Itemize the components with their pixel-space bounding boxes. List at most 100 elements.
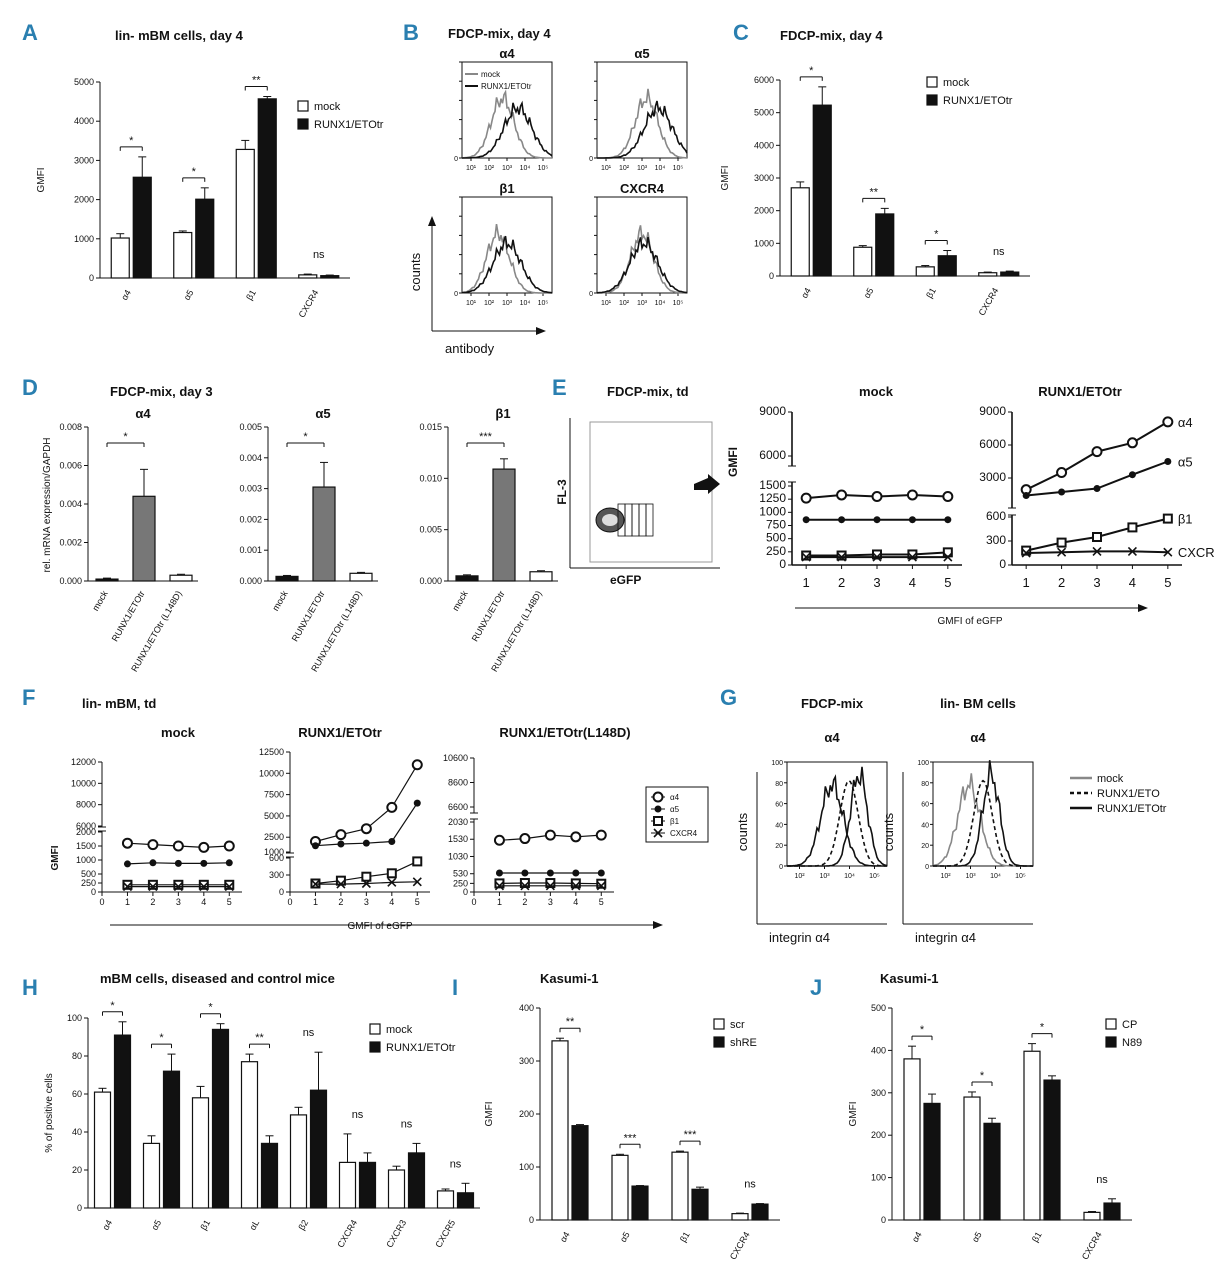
subplot-title-B: α4 — [499, 46, 515, 61]
legend-label-B: RUNX1/ETOtr — [481, 82, 532, 91]
histogram-runx-B — [461, 235, 553, 294]
point-alpha5-F — [546, 869, 554, 877]
histogram-mock-B — [597, 88, 688, 159]
y-tick-label-E: 1500 — [759, 478, 786, 492]
legend-label-C: RUNX1/ETOtr — [943, 95, 1013, 107]
subplot-title-E: RUNX1/ETOtr — [1038, 384, 1122, 399]
x-tick-label-F: 5 — [599, 897, 604, 907]
x-tick-label-B: 10¹ — [601, 300, 612, 307]
x-tick-label-H: β1 — [198, 1218, 212, 1232]
y-tick-label-E: 0 — [779, 557, 786, 571]
histogram-frame-B — [461, 61, 553, 159]
y-tick-label-D: 0.002 — [239, 514, 262, 524]
bar-A — [235, 148, 255, 279]
y-tick-label-I: 0 — [529, 1215, 534, 1225]
y-tick-label-F: 12000 — [71, 757, 96, 767]
significance-J: * — [920, 1024, 925, 1036]
y-tick-label-E: 6000 — [759, 448, 786, 462]
bar-D — [312, 486, 336, 582]
point-beta1-E — [1092, 532, 1102, 542]
y-tick-label-J: 100 — [871, 1173, 886, 1183]
point-beta1-F — [570, 878, 581, 889]
legend-swatch-J — [1105, 1018, 1117, 1030]
x-tick-label-I: β1 — [678, 1230, 692, 1244]
x-tick-label-B: 10³ — [502, 300, 513, 307]
bar-I — [751, 1203, 769, 1221]
point-alpha4-F — [595, 829, 607, 841]
y-tick-label-E: 9000 — [979, 404, 1006, 418]
legend-label-A: mock — [314, 101, 341, 113]
significance-A: * — [129, 135, 134, 147]
point-beta1-F — [173, 879, 184, 890]
point-alpha5-E — [838, 516, 846, 524]
x-tick-label-E: 5 — [1164, 575, 1171, 590]
point-alpha4-F — [335, 829, 347, 841]
x-tick-label-B: 10¹ — [601, 165, 612, 172]
x-tick-label-E: 1 — [1023, 575, 1030, 590]
point-beta1-F — [519, 878, 530, 889]
point-beta1-E — [1021, 545, 1032, 556]
legend-swatch-A — [297, 100, 309, 112]
x-tick-label-J: CXCR4 — [1080, 1230, 1104, 1261]
point-beta1-F — [122, 879, 133, 890]
legend-label-H: RUNX1/ETOtr — [386, 1042, 456, 1054]
bar-D — [455, 575, 479, 582]
y-tick-label-F: 250 — [81, 878, 96, 888]
legend-label-F: CXCR4 — [670, 829, 698, 838]
legend-label-F: β1 — [670, 817, 680, 826]
x-tick-label-B: 10⁵ — [673, 300, 684, 307]
axis-break-F — [470, 813, 478, 819]
bar-A — [132, 176, 152, 279]
point-alpha5-E — [1128, 471, 1136, 479]
x-axis-label-G: integrin α4 — [915, 930, 976, 945]
x-tick-label-H: β2 — [296, 1218, 310, 1232]
x-tick-label-B: 10⁵ — [538, 165, 549, 172]
bar-A — [110, 237, 130, 279]
bar-H — [309, 1089, 328, 1209]
bar-H — [162, 1070, 181, 1209]
x-tick-label-B: 10³ — [502, 165, 513, 172]
point-alpha4-E — [1126, 437, 1138, 449]
point-alpha4-F — [544, 829, 556, 841]
bar-C — [853, 246, 873, 277]
arrowhead-E — [1138, 604, 1148, 612]
histogram-runx-B — [596, 236, 688, 294]
legend-swatch-C — [926, 76, 938, 88]
point-cxcr4-F — [310, 879, 321, 889]
point-alpha5-E — [1022, 492, 1030, 499]
x-tick-label-B: 10⁴ — [520, 300, 531, 307]
x-tick-label-C: α4 — [799, 286, 813, 300]
flow-y-label-E: FL-3 — [555, 479, 569, 505]
x-tick-label-G: 10³ — [819, 873, 830, 880]
flow-gate-E — [631, 503, 640, 537]
point-beta1-E — [801, 550, 812, 561]
significance-C: ** — [869, 186, 878, 198]
x-tick-label-A: α4 — [119, 288, 133, 302]
y-tick-label-A: 3000 — [74, 155, 94, 165]
significance-H: * — [110, 1000, 115, 1012]
arrow-E — [694, 474, 720, 494]
x-tick-label-G: 10³ — [965, 873, 976, 880]
x-tick-label-C: β1 — [924, 286, 938, 300]
x-tick-label-E: 2 — [1058, 575, 1065, 590]
subplot-title-F: mock — [161, 725, 196, 740]
point-alpha4-F — [198, 841, 210, 853]
significance-I: *** — [624, 1132, 638, 1144]
x-tick-label-B: 10¹ — [466, 300, 477, 307]
x-tick-label-F: 1 — [313, 897, 318, 907]
subplot-title-G: lin- BM cells — [940, 696, 1016, 711]
panel-letter-C: C — [733, 20, 749, 45]
x-tick-label-H: α4 — [100, 1218, 114, 1232]
y-tick-label-A: 5000 — [74, 77, 94, 87]
x-tick-label-F: 3 — [548, 897, 553, 907]
x-tick-label-B: 10³ — [637, 300, 648, 307]
y-tick-label-H: 60 — [72, 1089, 82, 1099]
x-axis-label-G: integrin α4 — [769, 930, 830, 945]
bar-H — [407, 1152, 426, 1209]
title-B: FDCP-mix, day 4 — [448, 26, 551, 41]
bar-C — [790, 187, 810, 277]
x-tick-label-J: β1 — [1030, 1230, 1044, 1244]
bar-H — [436, 1190, 455, 1209]
point-alpha5-E — [802, 516, 810, 524]
point-alpha4-E — [906, 489, 918, 501]
